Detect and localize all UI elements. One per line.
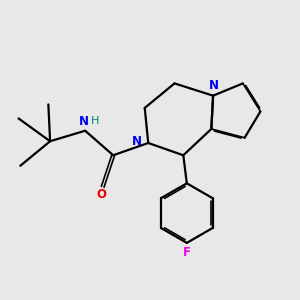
- Text: H: H: [91, 116, 99, 126]
- Text: O: O: [96, 188, 106, 201]
- Text: N: N: [209, 80, 219, 92]
- Text: N: N: [78, 115, 88, 128]
- Text: F: F: [183, 246, 191, 259]
- Text: N: N: [132, 135, 142, 148]
